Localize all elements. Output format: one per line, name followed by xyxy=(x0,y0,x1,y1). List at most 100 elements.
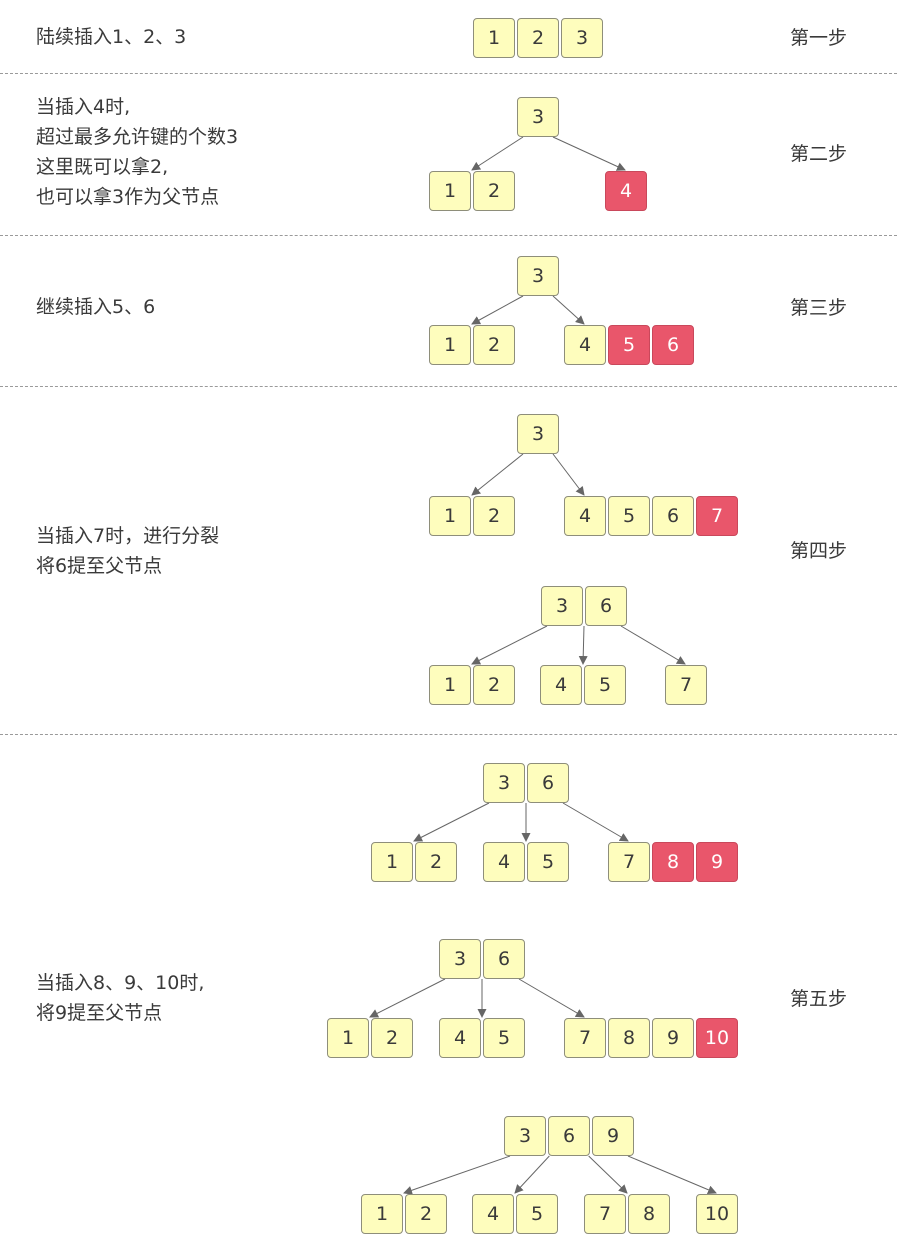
step-1-label: 第一步 xyxy=(790,27,848,49)
step-5-label: 第五步 xyxy=(790,988,848,1010)
key-cell: 8 xyxy=(608,1018,650,1058)
key-cell: 4 xyxy=(564,325,606,365)
key-cell: 9 xyxy=(652,1018,694,1058)
key-cell: 2 xyxy=(415,842,457,882)
tree-edge-arrow xyxy=(471,136,524,171)
tree-edge-arrow xyxy=(552,136,626,171)
step-4-description: 当插入7时，进行分裂 将6提至父节点 xyxy=(36,525,220,577)
step-3-label: 第三步 xyxy=(790,297,848,319)
step-divider xyxy=(0,386,897,387)
key-cell: 5 xyxy=(584,665,626,705)
step-1-description: 陆续插入1、2、3 xyxy=(36,26,187,48)
inserted-key-cell: 6 xyxy=(652,325,694,365)
key-cell: 2 xyxy=(473,325,515,365)
key-cell: 2 xyxy=(473,665,515,705)
key-cell: 1 xyxy=(327,1018,369,1058)
step-divider xyxy=(0,73,897,74)
tree-edge-arrow xyxy=(413,802,490,842)
key-cell: 4 xyxy=(472,1194,514,1234)
key-cell: 7 xyxy=(564,1018,606,1058)
key-cell: 8 xyxy=(628,1194,670,1234)
key-cell: 1 xyxy=(429,665,471,705)
tree-edge-arrow xyxy=(552,295,585,325)
btree-child-node: 10 xyxy=(696,1194,738,1234)
tree-edge-arrow xyxy=(562,802,629,842)
key-cell: 7 xyxy=(608,842,650,882)
tree-edge-arrow xyxy=(620,625,686,665)
tree-edge-arrow xyxy=(578,625,588,665)
key-cell: 1 xyxy=(371,842,413,882)
key-cell: 3 xyxy=(504,1116,546,1156)
key-cell: 1 xyxy=(473,18,515,58)
key-cell: 5 xyxy=(608,496,650,536)
inserted-key-cell: 10 xyxy=(696,1018,738,1058)
key-cell: 6 xyxy=(527,763,569,803)
tree-edge-arrow xyxy=(627,1155,717,1195)
inserted-key-cell: 4 xyxy=(605,171,647,211)
tree-edge-arrow xyxy=(588,1155,628,1194)
key-cell: 3 xyxy=(483,763,525,803)
step-divider xyxy=(0,235,897,236)
key-cell: 6 xyxy=(483,939,525,979)
key-cell: 6 xyxy=(652,496,694,536)
inserted-key-cell: 9 xyxy=(696,842,738,882)
key-cell: 3 xyxy=(517,256,559,296)
key-cell: 4 xyxy=(439,1018,481,1058)
key-cell: 5 xyxy=(483,1018,525,1058)
btree-root-node: 3 xyxy=(517,97,559,137)
step-4-label: 第四步 xyxy=(790,540,848,562)
key-cell: 1 xyxy=(429,496,471,536)
btree-child-node: 7 xyxy=(665,665,707,705)
btree-child-node: 7 8 9 10 xyxy=(564,1018,738,1058)
inserted-key-cell: 8 xyxy=(652,842,694,882)
key-cell: 9 xyxy=(592,1116,634,1156)
key-cell: 2 xyxy=(371,1018,413,1058)
key-cell: 1 xyxy=(429,171,471,211)
step-2-description: 当插入4时, 超过最多允许键的个数3 这里既可以拿2, 也可以拿3作为父节点 xyxy=(36,96,239,208)
key-cell: 5 xyxy=(527,842,569,882)
step-divider xyxy=(0,734,897,735)
tree-edge-arrow xyxy=(518,978,585,1018)
inserted-key-cell: 5 xyxy=(608,325,650,365)
tree-edge-arrow xyxy=(471,625,548,665)
key-cell: 1 xyxy=(361,1194,403,1234)
key-cell: 2 xyxy=(473,496,515,536)
key-cell: 3 xyxy=(541,586,583,626)
key-cell: 6 xyxy=(585,586,627,626)
key-cell: 2 xyxy=(473,171,515,211)
btree-root-node: 3 xyxy=(517,256,559,296)
key-cell: 7 xyxy=(584,1194,626,1234)
step-3-description: 继续插入5、6 xyxy=(36,296,156,318)
tree-edge-arrow xyxy=(471,295,524,325)
tree-edge-arrow xyxy=(403,1155,511,1195)
tree-edge-arrow xyxy=(369,978,446,1018)
key-cell: 10 xyxy=(696,1194,738,1234)
key-cell: 7 xyxy=(665,665,707,705)
step-2-label: 第二步 xyxy=(790,143,848,165)
tree-edge-arrow xyxy=(552,453,585,496)
tree-edge-arrow xyxy=(471,453,524,496)
key-cell: 4 xyxy=(540,665,582,705)
key-cell: 3 xyxy=(517,414,559,454)
key-cell: 3 xyxy=(439,939,481,979)
step-5-description: 当插入8、9、10时, 将9提至父节点 xyxy=(36,972,205,1024)
